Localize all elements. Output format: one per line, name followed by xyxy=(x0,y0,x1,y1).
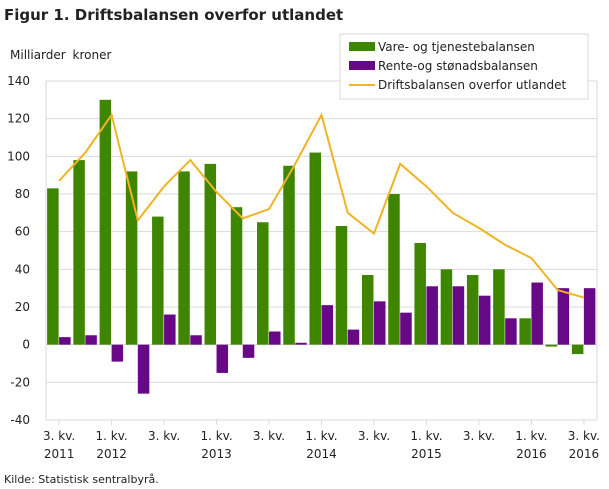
bar-vare-tjeneste xyxy=(125,171,138,345)
bar-vare-tjeneste xyxy=(152,216,164,345)
bar-vare-tjeneste xyxy=(414,242,426,345)
bar-rente-stonad xyxy=(531,282,543,345)
bar-rente-stonad xyxy=(557,288,570,345)
y-tick-label: -40 xyxy=(10,413,30,427)
legend-label: Vare- og tjenestebalansen xyxy=(378,40,535,54)
x-tick-label-year: 2014 xyxy=(306,447,337,461)
source-note: Kilde: Statistisk sentralbyrå. xyxy=(4,473,159,486)
bar-rente-stonad xyxy=(85,335,97,345)
y-tick-label: 60 xyxy=(15,225,30,239)
bar-rente-stonad xyxy=(269,331,281,345)
bar-rente-stonad xyxy=(164,314,176,345)
x-tick-label-year: 2011 xyxy=(44,447,75,461)
bar-rente-stonad xyxy=(242,344,255,358)
bar-vare-tjeneste xyxy=(545,344,558,347)
bar-rente-stonad xyxy=(373,301,386,345)
x-tick-label-line: 3. kv. xyxy=(463,429,495,443)
bar-rente-stonad xyxy=(452,286,465,345)
bar-rente-stonad xyxy=(111,344,124,362)
x-tick-label: 1. kv. 2013 xyxy=(200,429,232,461)
y-tick-label: 140 xyxy=(7,74,30,88)
y-axis-label: Milliarder kroner xyxy=(10,48,112,62)
x-tick-label-line: 1. kv. xyxy=(410,429,442,443)
bar-vare-tjeneste xyxy=(466,274,479,345)
bar-vare-tjeneste xyxy=(388,194,400,345)
x-tick-label: 3. kv. xyxy=(253,429,285,443)
bar-rente-stonad xyxy=(347,329,360,345)
x-tick-label: 3. kv. xyxy=(358,429,390,443)
bar-vare-tjeneste xyxy=(47,188,59,345)
bar-vare-tjeneste xyxy=(99,99,112,345)
x-tick-label: 3. kv. xyxy=(148,429,180,443)
bar-vare-tjeneste xyxy=(440,269,453,345)
x-tick-label-line: 1. kv. xyxy=(95,429,127,443)
bar-vare-tjeneste xyxy=(73,160,85,345)
bar-vare-tjeneste xyxy=(309,152,321,345)
bar-rente-stonad xyxy=(426,286,438,345)
x-tick-label-line: 3. kv. xyxy=(43,429,75,443)
x-tick-label: 1. kv. 2015 xyxy=(410,429,442,461)
legend: Vare- og tjenestebalansen Rente-og stønad… xyxy=(339,33,589,100)
bar-vare-tjeneste xyxy=(571,344,584,355)
bar-vare-tjeneste xyxy=(519,318,531,345)
x-tick-label-line: 1. kv. xyxy=(515,429,547,443)
y-tick-label: 100 xyxy=(7,149,30,163)
legend-swatch xyxy=(349,42,375,51)
bar-rente-stonad xyxy=(583,288,596,345)
y-tick-label: -20 xyxy=(10,375,30,389)
x-tick-label: 1. kv. 2012 xyxy=(95,429,127,461)
x-tick-label: 3. kv. 2011 xyxy=(43,429,75,461)
bar-rente-stonad xyxy=(505,318,517,345)
x-tick-label-line: 3. kv. xyxy=(358,429,390,443)
x-tick-label: 3. kv. 2016 xyxy=(568,429,600,461)
bar-vare-tjeneste xyxy=(283,165,295,345)
bar-rente-stonad xyxy=(295,342,307,345)
y-tick-label: 20 xyxy=(15,300,30,314)
bar-rente-stonad xyxy=(59,337,71,345)
x-tick-label-year: 2015 xyxy=(411,447,442,461)
x-tick-label-line: 1. kv. xyxy=(200,429,232,443)
y-tick-label: 40 xyxy=(15,262,30,276)
chart-title: Figur 1. Driftsbalansen overfor utlandet xyxy=(4,6,344,24)
x-tick-label: 3. kv. xyxy=(463,429,495,443)
x-tick-label-line: 3. kv. xyxy=(253,429,285,443)
x-tick-label: 1. kv. 2016 xyxy=(515,429,547,461)
x-tick-label-year: 2012 xyxy=(96,447,127,461)
bar-rente-stonad xyxy=(478,295,491,345)
legend-label: Driftsbalansen overfor utlandet xyxy=(378,78,566,92)
y-tick-label: 0 xyxy=(22,338,30,352)
x-tick-label: 1. kv. 2014 xyxy=(305,429,337,461)
bar-rente-stonad xyxy=(190,335,202,345)
bar-vare-tjeneste xyxy=(178,171,190,345)
legend-label: Rente-og stønadsbalansen xyxy=(378,59,538,73)
bar-rente-stonad xyxy=(400,312,412,345)
line-driftsbalansen xyxy=(58,112,585,299)
legend-swatch xyxy=(349,61,375,70)
bar-vare-tjeneste xyxy=(204,163,217,345)
x-tick-label-year: 2013 xyxy=(201,447,232,461)
bar-rente-stonad xyxy=(137,344,150,394)
x-tick-label-year: 2016 xyxy=(569,447,600,461)
bar-vare-tjeneste xyxy=(493,269,505,345)
bar-vare-tjeneste xyxy=(335,226,348,345)
bar-rente-stonad xyxy=(216,344,229,373)
bar-vare-tjeneste xyxy=(361,274,374,345)
bar-vare-tjeneste xyxy=(230,207,243,345)
x-tick-label-line: 3. kv. xyxy=(568,429,600,443)
x-tick-label-line: 3. kv. xyxy=(148,429,180,443)
legend-box xyxy=(339,33,589,100)
x-tick-label-year: 2016 xyxy=(516,447,547,461)
bar-rente-stonad xyxy=(321,305,333,345)
y-tick-label: 80 xyxy=(15,187,30,201)
x-tick-label-line: 1. kv. xyxy=(305,429,337,443)
bar-vare-tjeneste xyxy=(257,222,269,345)
y-tick-label: 120 xyxy=(7,112,30,126)
